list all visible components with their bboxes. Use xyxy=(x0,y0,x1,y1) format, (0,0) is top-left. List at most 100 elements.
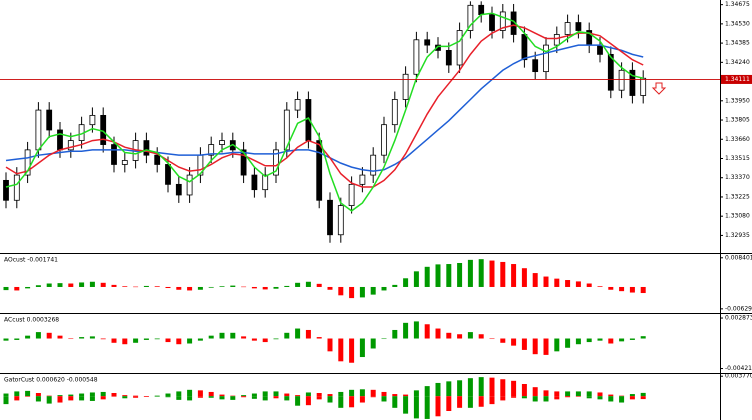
gator-bar xyxy=(435,382,441,397)
histogram-bar xyxy=(154,338,160,340)
candle-body xyxy=(294,99,301,111)
histogram-bar xyxy=(305,329,311,339)
histogram-bar xyxy=(489,338,495,340)
histogram-bar xyxy=(586,338,592,343)
histogram-bar xyxy=(165,286,171,289)
candle-body xyxy=(3,179,9,201)
gator-bar xyxy=(241,395,247,397)
histogram-bar xyxy=(586,283,592,287)
y-tick-label: 1.33660 xyxy=(725,136,750,143)
gator-bar xyxy=(57,396,63,403)
gator-bar xyxy=(597,396,603,400)
y-tick-label: 1.33080 xyxy=(725,213,750,220)
histogram-bar xyxy=(187,338,193,344)
histogram-bar xyxy=(608,338,614,344)
histogram-bar xyxy=(89,281,95,287)
histogram-bar xyxy=(446,332,452,339)
gator-bar xyxy=(532,387,538,397)
candle-body xyxy=(370,154,377,176)
histogram-bar xyxy=(554,338,560,352)
candle-body xyxy=(478,4,485,15)
histogram-bar xyxy=(251,338,257,341)
histogram-bar xyxy=(489,260,495,287)
histogram-bar xyxy=(575,281,581,287)
histogram-bar xyxy=(349,338,355,363)
histogram-bar xyxy=(629,286,635,293)
candle-body xyxy=(489,14,495,31)
gator-bar xyxy=(251,396,257,399)
histogram-bar xyxy=(35,285,41,287)
gator-bar xyxy=(511,396,517,398)
gator-bar xyxy=(111,393,117,397)
y-tick-label: 1.34530 xyxy=(725,20,750,27)
histogram-bar xyxy=(89,336,95,339)
histogram-bar xyxy=(57,335,63,339)
gator-bar xyxy=(208,391,214,397)
histogram-bar xyxy=(338,338,344,362)
gator-bar xyxy=(597,392,603,397)
histogram-bar xyxy=(478,259,484,287)
histogram-bar xyxy=(349,286,355,299)
histogram-bar xyxy=(543,338,549,355)
gator-bar xyxy=(143,396,149,397)
gator-bar xyxy=(619,396,625,403)
candle-body xyxy=(67,140,74,151)
histogram-bar xyxy=(608,286,614,290)
gator-bar xyxy=(413,390,419,397)
gator-bar xyxy=(176,391,182,397)
y-tick-label: 1.33805 xyxy=(725,117,750,124)
gator-bar xyxy=(521,396,527,399)
gator-bar xyxy=(197,390,203,397)
gator-bar xyxy=(575,391,581,397)
candle-body xyxy=(413,39,420,75)
candle-body xyxy=(337,205,344,236)
gator-bar xyxy=(187,389,193,397)
histogram-bar xyxy=(392,284,398,287)
histogram-bar xyxy=(197,286,203,290)
histogram-bar xyxy=(284,285,290,287)
histogram-bar xyxy=(25,335,31,339)
gator-bar xyxy=(25,396,31,397)
histogram-bar xyxy=(46,332,52,339)
histogram-bar xyxy=(521,338,527,350)
candle-body xyxy=(553,34,560,46)
histogram-bar xyxy=(640,336,646,339)
candle-body xyxy=(499,11,506,31)
candle-body xyxy=(348,183,355,206)
gator-bar xyxy=(640,392,646,397)
candle-body xyxy=(456,30,463,66)
y-tick-label: 1.34385 xyxy=(725,40,750,47)
gator-bar xyxy=(392,396,398,408)
gator-bar xyxy=(457,380,463,397)
gator-bar xyxy=(57,395,63,397)
y-tick-label: 1.33950 xyxy=(725,97,750,104)
histogram-bar xyxy=(14,286,20,291)
gator-bar xyxy=(619,395,625,397)
gator-bar xyxy=(208,396,214,398)
candle-body xyxy=(24,149,31,176)
candle-body xyxy=(316,140,323,201)
gator-bar xyxy=(381,396,387,402)
candle-body xyxy=(640,77,647,96)
histogram-bar xyxy=(122,338,128,345)
histogram-bar xyxy=(500,261,506,287)
gator-bar xyxy=(316,393,322,397)
histogram-bar xyxy=(241,336,247,339)
gator-bar xyxy=(532,396,538,402)
candle-body xyxy=(165,164,171,185)
gator-bar xyxy=(586,391,592,397)
gator-bar xyxy=(446,381,452,397)
gator-bar xyxy=(176,396,182,400)
candle-body xyxy=(391,99,398,126)
histogram-bar xyxy=(403,322,409,339)
gator-bar xyxy=(424,386,430,397)
histogram-bar xyxy=(79,282,85,287)
gator-bar xyxy=(273,396,279,399)
gator-bar xyxy=(262,391,268,397)
gator-bar xyxy=(284,396,290,401)
gator-bar xyxy=(489,377,495,397)
gator-bar xyxy=(46,396,52,404)
gator-bar xyxy=(478,396,484,407)
